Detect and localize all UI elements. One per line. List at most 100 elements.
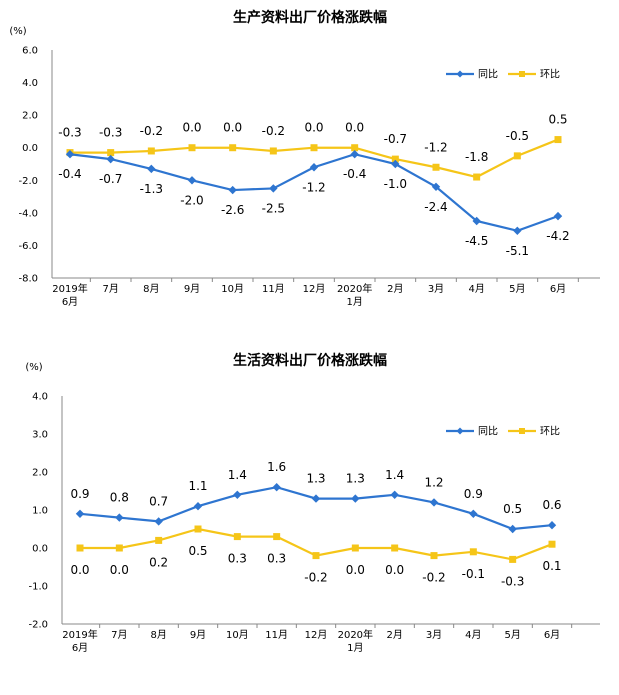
data-label-yoy: 0.7 <box>149 494 168 508</box>
data-label-yoy: 0.9 <box>70 487 89 501</box>
x-tick-label: 10月 <box>221 283 244 295</box>
mom-point <box>229 144 237 152</box>
chart-title: 生产资料出厂价格涨跌幅 <box>233 9 387 26</box>
data-label-yoy: 1.4 <box>385 468 404 482</box>
y-tick-label: 0.0 <box>32 544 48 555</box>
data-label-yoy: 1.3 <box>346 472 365 486</box>
x-tick-label: 9月 <box>190 629 206 641</box>
yoy-point <box>429 498 439 507</box>
data-label-mom: 0.5 <box>548 113 567 127</box>
data-label-yoy: -4.2 <box>546 229 569 243</box>
x-tick-label: 2020年 1月 <box>338 628 373 654</box>
y-tick-label: 1.0 <box>32 506 48 517</box>
y-tick-label: -1.0 <box>28 582 48 593</box>
y-tick-label: -8.0 <box>18 274 38 285</box>
data-label-mom: 0.0 <box>110 563 129 577</box>
data-label-mom: -0.2 <box>422 571 445 585</box>
data-label-mom: 0.0 <box>385 563 404 577</box>
data-label-mom: 0.0 <box>223 121 242 135</box>
y-tick-label: 4.0 <box>22 78 38 89</box>
yoy-point <box>431 182 441 191</box>
x-tick-label-line: 2月 <box>387 283 403 295</box>
x-tick-label: 5月 <box>504 629 520 641</box>
yoy-point <box>147 164 156 174</box>
mom-point <box>269 147 277 155</box>
y-tick-label: 4.0 <box>32 392 48 403</box>
data-label-mom: -0.2 <box>262 124 285 138</box>
data-label-yoy: 0.9 <box>464 487 483 501</box>
mom-point <box>188 144 196 152</box>
x-tick-label-line: 8月 <box>150 629 166 641</box>
data-label-mom: 0.0 <box>346 563 365 577</box>
data-label-mom: -0.3 <box>58 126 81 140</box>
x-tick-label-line: 2019年 <box>62 628 97 641</box>
data-label-yoy: 1.6 <box>267 460 286 474</box>
yoy-point <box>553 211 563 221</box>
data-label-yoy: -5.1 <box>506 244 529 258</box>
living-chart-svg: 生活资料出厂价格涨跌幅 (%) 4.0 3.0 2.0 1.0 0.0 -1.0 -2.0 201… <box>25 352 600 654</box>
mom-point <box>233 533 241 541</box>
data-label-yoy: -0.7 <box>99 172 122 186</box>
x-tick-label-line: 12月 <box>305 629 328 641</box>
x-tick-label: 11月 <box>262 283 285 295</box>
data-label-yoy: -0.4 <box>343 167 366 181</box>
mom-point <box>312 552 320 560</box>
yoy-point <box>193 502 203 511</box>
x-tick-label-line: 2019年 <box>52 282 87 295</box>
mom-point <box>351 544 359 552</box>
data-label-yoy: 1.4 <box>228 468 247 482</box>
y-tick-label: 2.0 <box>22 111 38 122</box>
production-chart-svg: 生产资料出厂价格涨跌幅 (%) 6.0 4.0 2.0 0.0 -2.0 -4.0 -6.0 -8… <box>9 9 600 308</box>
yoy-point <box>75 509 85 518</box>
yoy-point <box>508 524 517 534</box>
x-tick-label-line: 4月 <box>468 283 484 295</box>
x-tick-label: 7月 <box>102 283 118 295</box>
x-tick-label-line: 8月 <box>143 283 159 295</box>
yoy-point <box>65 150 75 159</box>
mom-point <box>310 144 318 152</box>
x-tick-label-line: 9月 <box>190 629 206 641</box>
x-tick-label-line: 3月 <box>428 283 444 295</box>
x-tick-label-line: 1月 <box>346 296 362 308</box>
x-tick-label: 5月 <box>509 283 525 295</box>
data-label-yoy: 1.1 <box>188 479 207 493</box>
x-tick-label: 8月 <box>143 283 159 295</box>
data-label-mom: -0.2 <box>304 571 327 585</box>
data-label-yoy: 1.3 <box>306 472 325 486</box>
x-tick-label-line: 10月 <box>221 283 244 295</box>
chart-title: 生活资料出厂价格涨跌幅 <box>233 352 387 369</box>
mom-point <box>554 136 562 144</box>
x-tick-label-line: 6月 <box>62 296 78 308</box>
x-tick-label: 4月 <box>468 283 484 295</box>
data-label-yoy: -2.6 <box>221 203 244 217</box>
mom-point <box>509 555 517 563</box>
x-tick-label-line: 6月 <box>544 629 560 641</box>
x-tick-label-line: 11月 <box>262 283 285 295</box>
x-tick-label: 3月 <box>428 283 444 295</box>
yoy-point <box>472 216 481 226</box>
x-tick-label: 6月 <box>550 283 566 295</box>
data-label-mom: 0.0 <box>70 563 89 577</box>
mom-point <box>115 544 123 552</box>
x-tick-label-line: 5月 <box>509 283 525 295</box>
x-tick-label-line: 2月 <box>386 629 402 641</box>
yoy-point <box>272 483 281 492</box>
data-label-mom: -0.2 <box>140 124 163 138</box>
data-label-yoy: -1.2 <box>302 180 325 194</box>
mom-point <box>351 144 359 152</box>
legend-yoy-label: 同比 <box>478 426 498 438</box>
y-tick-label: 0.0 <box>22 143 38 154</box>
legend-mom-label: 环比 <box>540 426 560 438</box>
y-tick-label: -6.0 <box>18 241 38 252</box>
data-label-yoy: -1.0 <box>384 177 407 191</box>
data-label-yoy: 0.6 <box>542 498 561 512</box>
x-tick-label-line: 12月 <box>303 283 326 295</box>
x-tick-label: 11月 <box>265 629 288 641</box>
legend-mom-label: 环比 <box>540 69 560 81</box>
x-tick-label: 8月 <box>150 629 166 641</box>
mom-point <box>430 552 438 560</box>
data-label-yoy: -2.5 <box>262 201 285 215</box>
yoy-point <box>513 226 522 235</box>
data-label-yoy: -2.4 <box>424 200 447 214</box>
x-tick-label: 10月 <box>226 629 249 641</box>
